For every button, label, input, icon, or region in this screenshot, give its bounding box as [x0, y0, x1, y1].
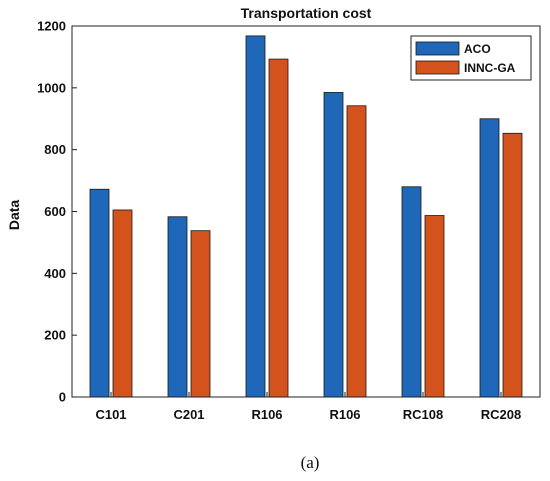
y-tick-label: 200 [44, 328, 66, 343]
x-axis: C101 C201 R106 R106 RC108 RC208 [95, 392, 521, 422]
y-tick-label: 600 [44, 204, 66, 219]
y-tick-label: 400 [44, 266, 66, 281]
y-tick-label: 1200 [37, 19, 66, 34]
legend: ACO INNC-GA [410, 35, 532, 81]
y-tick-label: 800 [44, 142, 66, 157]
y-tick-label: 0 [59, 390, 66, 405]
x-tick-label: RC108 [403, 407, 443, 422]
bar-innc-ga-4 [346, 105, 367, 398]
bar-aco-4 [323, 92, 344, 398]
bar-aco-2 [167, 216, 188, 398]
y-axis-label: Data [6, 200, 22, 231]
x-tick-label: R106 [251, 407, 282, 422]
bar-innc-ga-3 [268, 58, 289, 398]
y-tick-label: 1000 [37, 80, 66, 95]
legend-swatch-innc-ga [415, 60, 460, 75]
legend-label-innc-ga: INNC-GA [464, 61, 516, 75]
bar-innc-ga-5 [424, 215, 445, 398]
plot-frame [71, 25, 541, 398]
bars-group [89, 35, 523, 398]
figure-caption: (a) [301, 453, 320, 472]
bar-aco-6 [479, 118, 500, 398]
legend-label-aco: ACO [464, 42, 491, 56]
x-tick-label: RC208 [481, 407, 521, 422]
bar-innc-ga-1 [112, 209, 133, 398]
bar-innc-ga-2 [190, 230, 211, 398]
x-tick-label: C101 [95, 407, 126, 422]
bar-innc-ga-6 [502, 132, 523, 398]
chart-title: Transportation cost [241, 5, 372, 21]
bar-aco-3 [245, 35, 266, 398]
bar-aco-5 [401, 186, 422, 398]
y-axis: 0 200 400 600 800 1000 1200 [37, 19, 77, 405]
x-tick-label: C201 [173, 407, 204, 422]
x-tick-label: R106 [329, 407, 360, 422]
bar-aco-1 [89, 188, 110, 398]
legend-swatch-aco [415, 41, 460, 56]
